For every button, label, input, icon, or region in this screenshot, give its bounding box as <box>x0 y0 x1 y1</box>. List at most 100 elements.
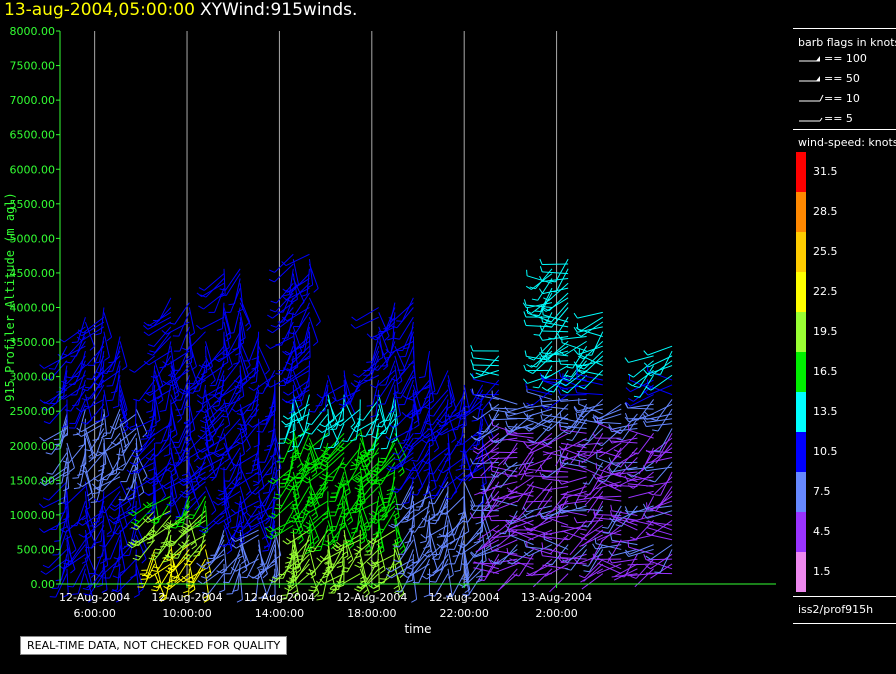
barb-feather <box>350 508 356 514</box>
barb-feather <box>182 594 189 598</box>
barb-feather <box>194 505 200 511</box>
wind-barb <box>297 321 310 349</box>
barb-shaft <box>375 457 380 484</box>
barb-shaft <box>235 398 259 413</box>
barb-shaft <box>292 350 310 372</box>
wind-barb <box>241 554 260 579</box>
wind-barb <box>169 404 176 434</box>
barb-feather <box>332 588 339 591</box>
barb-shaft <box>463 447 472 474</box>
wind-barb <box>55 554 68 582</box>
wind-barb <box>139 549 156 575</box>
barb-feather <box>426 428 433 431</box>
barb-feather <box>296 399 303 402</box>
barb-feather <box>319 423 326 428</box>
barb-feather <box>290 531 297 534</box>
barb-feather <box>630 536 636 540</box>
barb-feather <box>228 487 235 490</box>
wind-barb <box>321 491 329 520</box>
wind-barb <box>308 515 320 545</box>
barb-shaft <box>153 442 156 469</box>
barb-feather <box>150 424 157 429</box>
barb-shaft <box>371 471 396 485</box>
barb-feather <box>557 333 562 340</box>
barb-feather <box>269 410 276 414</box>
wind-barb <box>221 331 241 356</box>
wind-barb <box>172 312 190 337</box>
wind-barb <box>151 457 159 487</box>
barb-shaft <box>236 471 259 487</box>
barb-shaft <box>508 519 534 530</box>
barb-feather <box>77 482 83 487</box>
barb-shaft <box>285 413 310 426</box>
wind-barb <box>289 292 310 316</box>
barb-feather <box>371 367 378 371</box>
wind-barb <box>153 529 172 554</box>
barb-feather <box>315 496 323 499</box>
barb-feather <box>312 535 318 541</box>
wind-barb <box>269 563 294 583</box>
barb-shaft <box>204 510 225 529</box>
barb-feather <box>375 464 383 467</box>
wind-barb <box>455 539 483 555</box>
barb-shaft <box>399 316 414 340</box>
barb-shaft <box>135 399 137 426</box>
barb-feather <box>182 507 189 511</box>
wind-barb <box>446 380 453 410</box>
barb-feather <box>252 480 259 484</box>
barb-shaft <box>102 471 121 492</box>
barb-feather <box>356 495 363 498</box>
wind-barb <box>305 553 329 576</box>
barb-feather <box>239 337 246 342</box>
chart-product-title: XYWind:915winds. <box>200 0 358 20</box>
barb-feather <box>194 550 201 553</box>
barb-shaft <box>274 457 279 484</box>
barb-feather <box>292 298 298 303</box>
wind-barb <box>54 418 68 446</box>
barb-shaft <box>412 534 420 561</box>
barb-feather <box>286 556 293 560</box>
barb-shaft <box>138 379 156 402</box>
barb-feather <box>162 556 169 559</box>
wind-barb <box>167 365 190 387</box>
barb-shaft <box>314 389 329 413</box>
barb-feather <box>341 440 348 443</box>
barb-shaft <box>373 423 380 450</box>
barb-shaft <box>369 355 380 381</box>
barb-feather <box>350 323 356 329</box>
barb-feather <box>309 493 316 496</box>
barb-feather <box>224 424 231 429</box>
barb-shaft <box>166 476 190 490</box>
barb-feather <box>171 575 178 579</box>
barb-feather <box>287 584 294 588</box>
wind-barb <box>314 423 329 450</box>
barb-feather <box>354 502 361 506</box>
wind-barb <box>431 471 449 497</box>
barb-feather <box>190 496 196 502</box>
wind-barb <box>146 365 156 394</box>
wind-barb <box>201 505 208 535</box>
barb-feather <box>377 528 384 531</box>
barb-shaft <box>184 481 206 498</box>
wind-barb <box>112 558 137 579</box>
barb-feather <box>269 579 275 583</box>
barb-feather <box>522 411 528 417</box>
wind-barb <box>76 423 105 437</box>
barb-feather <box>368 512 375 517</box>
barb-shaft <box>152 365 156 392</box>
barb-feather <box>324 540 331 544</box>
barb-feather <box>376 425 383 428</box>
wind-barb <box>188 520 198 550</box>
barb-feather <box>229 543 235 549</box>
barb-feather <box>285 289 292 293</box>
barb-feather <box>93 361 100 364</box>
barb-feather <box>92 521 99 524</box>
barb-feather <box>618 575 625 578</box>
barb-shaft <box>202 365 225 381</box>
wind-barb <box>132 524 156 547</box>
barb-feather <box>217 489 224 493</box>
barb-shaft <box>447 467 458 492</box>
barb-feather <box>582 438 589 442</box>
barb-feather <box>402 347 410 350</box>
barb-feather <box>222 361 229 366</box>
